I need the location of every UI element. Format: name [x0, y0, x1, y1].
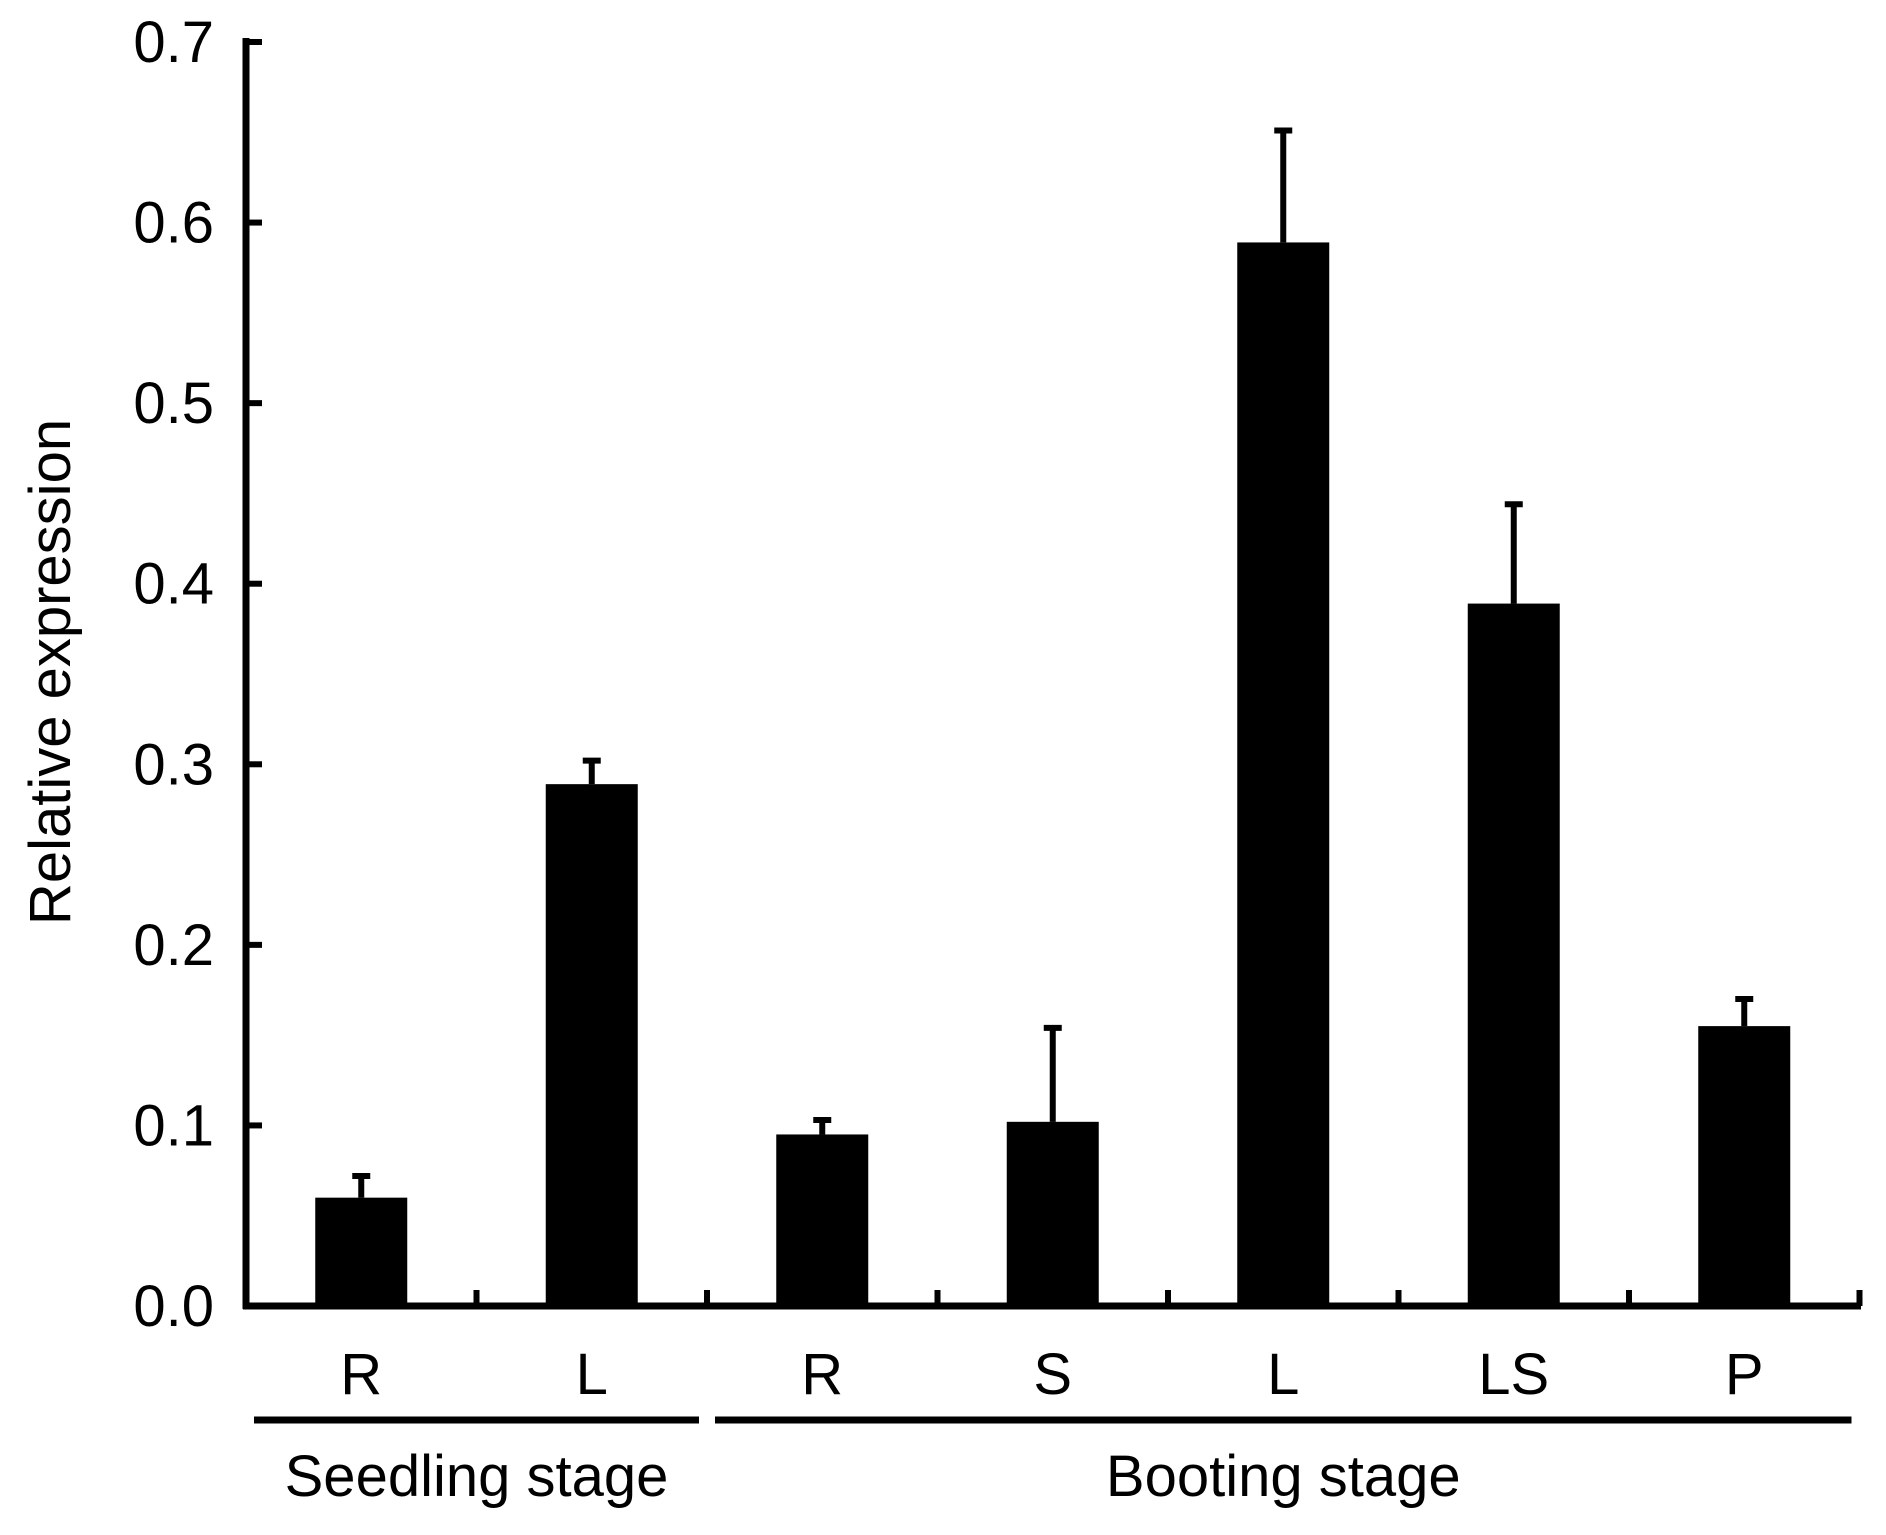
y-axis-title: Relative expression — [18, 419, 83, 925]
x-ticks: R L R S L LS P — [340, 1290, 1863, 1407]
x-tick-label: R — [340, 1342, 382, 1407]
bar — [1698, 1026, 1791, 1306]
y-tick-label: 0.0 — [133, 1274, 214, 1339]
group-label: Booting stage — [1106, 1444, 1461, 1509]
y-tick-label: 0.6 — [133, 191, 214, 256]
x-tick-label: LS — [1478, 1342, 1549, 1407]
bar — [1467, 603, 1560, 1306]
bar — [545, 784, 638, 1306]
bars — [315, 127, 1791, 1306]
y-tick-label: 0.7 — [133, 10, 214, 75]
y-ticks: 0.0 0.1 0.2 0.3 0.4 0.5 0.6 0.7 — [133, 10, 262, 1339]
x-tick-label: L — [576, 1342, 608, 1407]
bar — [1237, 242, 1330, 1306]
x-tick-label: P — [1725, 1342, 1764, 1407]
y-tick-label: 0.2 — [133, 913, 214, 978]
x-tick-label: L — [1267, 1342, 1299, 1407]
bar — [776, 1134, 869, 1306]
bar — [315, 1197, 408, 1306]
group-brackets: Seedling stage Booting stage — [254, 1416, 1852, 1509]
y-tick-label: 0.3 — [133, 732, 214, 797]
group-label: Seedling stage — [285, 1444, 669, 1509]
y-tick-label: 0.4 — [133, 552, 214, 617]
x-tick-label: R — [801, 1342, 843, 1407]
y-tick-label: 0.1 — [133, 1093, 214, 1158]
x-tick-label: S — [1033, 1342, 1072, 1407]
y-tick-label: 0.5 — [133, 371, 214, 436]
bar — [1006, 1121, 1099, 1306]
